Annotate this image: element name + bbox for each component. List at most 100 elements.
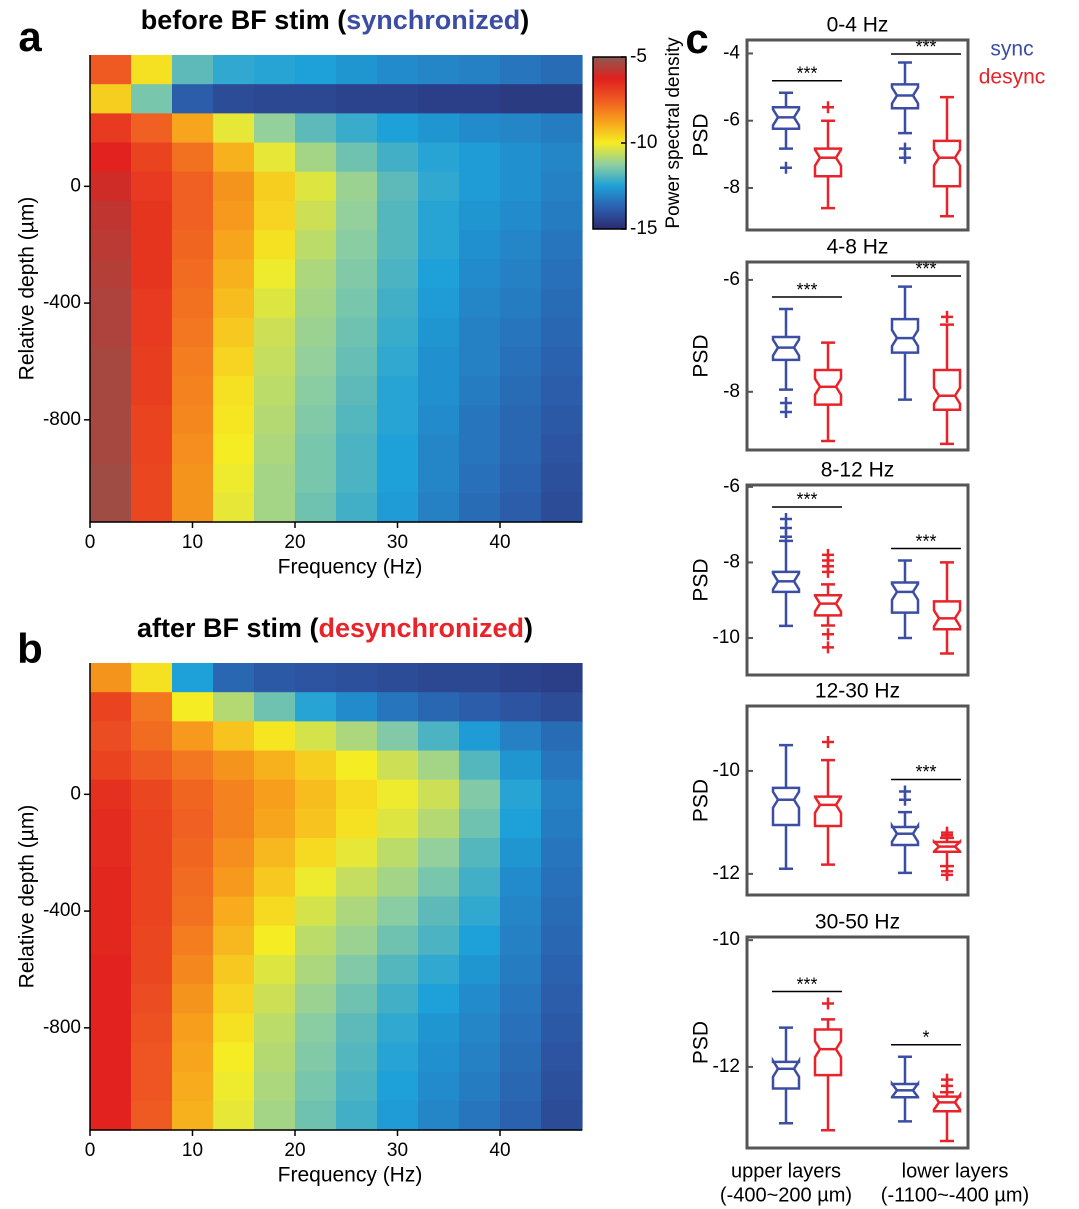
heatmap-cell xyxy=(254,259,296,290)
heatmap-cell xyxy=(295,1100,337,1131)
heatmap-cell xyxy=(377,984,419,1014)
heatmap-cell xyxy=(254,1042,296,1073)
title-part: desynchronized xyxy=(318,613,524,643)
heatmap-cell xyxy=(131,721,173,752)
heatmap-cell xyxy=(254,984,296,1014)
heatmap-cell xyxy=(541,663,583,693)
heatmap-cell xyxy=(459,1013,501,1044)
x-tick-label: 20 xyxy=(284,532,305,553)
heatmap-cell xyxy=(295,463,337,494)
whisker-lower xyxy=(898,108,912,135)
heatmap-cell xyxy=(459,230,501,260)
heatmap-cell xyxy=(500,463,542,494)
heatmap-cell xyxy=(500,984,542,1014)
heatmap-cell xyxy=(295,230,337,260)
heatmap-cell xyxy=(541,692,583,722)
heatmap-cell xyxy=(254,492,296,523)
heatmap-cell xyxy=(295,200,337,231)
heatmap-cell xyxy=(90,984,132,1014)
heatmap-cell xyxy=(131,259,173,290)
heatmap-cell xyxy=(459,808,501,839)
y-axis-label: PSD xyxy=(690,558,713,601)
heatmap-cell xyxy=(213,171,255,202)
heatmap-cell xyxy=(131,317,173,348)
heatmap-cell xyxy=(172,434,214,465)
heatmap-cell xyxy=(500,1013,542,1044)
x-category-label: upper layers xyxy=(731,1160,841,1182)
heatmap-cell xyxy=(459,750,501,781)
chart-title: 12-30 Hz xyxy=(815,680,900,703)
heatmap-cell xyxy=(336,142,378,173)
heatmap-cell xyxy=(295,721,337,752)
heatmap-cell xyxy=(254,750,296,781)
heatmap-cell xyxy=(213,84,255,114)
y-tick-label: -6 xyxy=(723,476,740,497)
whisker-lower xyxy=(779,359,793,391)
heatmap-cell xyxy=(418,1071,460,1102)
y-tick-label: 0 xyxy=(70,783,81,804)
heatmap-cell xyxy=(172,259,214,290)
heatmap-cell xyxy=(172,200,214,231)
heatmap-cell xyxy=(418,84,460,114)
outlier xyxy=(899,151,911,164)
heatmap-cell xyxy=(254,808,296,839)
heatmap-cell xyxy=(500,142,542,173)
heatmap-cell xyxy=(459,55,501,85)
heatmap-cell xyxy=(254,171,296,202)
heatmap-cell xyxy=(295,925,337,956)
heatmap-cell xyxy=(90,663,132,693)
heatmap-cell xyxy=(336,1042,378,1073)
outlier xyxy=(822,997,834,1010)
heatmap-cell xyxy=(295,492,337,523)
box xyxy=(771,786,801,827)
whisker-upper xyxy=(940,95,954,141)
heatmap-cell xyxy=(90,84,132,114)
significance-label: *** xyxy=(796,490,817,510)
heatmap-cell xyxy=(131,346,173,377)
heatmap-cell xyxy=(172,230,214,260)
heatmap-cell xyxy=(500,838,542,868)
heatmap-cell xyxy=(336,896,378,927)
plot-frame xyxy=(745,483,970,677)
whisker-upper xyxy=(779,91,793,108)
heatmap-cell xyxy=(418,492,460,523)
heatmap-cell xyxy=(377,896,419,927)
heatmap-cell xyxy=(131,1042,173,1073)
heatmap-cell xyxy=(418,779,460,810)
heatmap-cell xyxy=(295,113,337,144)
heatmap-cell xyxy=(541,200,583,231)
heatmap-cell xyxy=(131,925,173,956)
heatmap-cell xyxy=(172,750,214,781)
heatmap-cell xyxy=(90,867,132,898)
outlier xyxy=(941,829,953,842)
heatmap-cell xyxy=(254,84,296,114)
heatmap-cell xyxy=(459,317,501,348)
x-category-label: (-400~200 µm) xyxy=(720,1184,852,1206)
y-tick-label: -800 xyxy=(43,1017,81,1038)
heatmap-cell xyxy=(336,808,378,839)
heatmap-cell xyxy=(90,230,132,260)
heatmap-cell xyxy=(295,84,337,114)
title-part: after BF stim ( xyxy=(137,613,319,643)
heatmap-cell xyxy=(418,463,460,494)
heatmap-cell xyxy=(541,867,583,898)
x-tick-label: 10 xyxy=(182,532,203,553)
heatmap-cell xyxy=(90,317,132,348)
whisker-lower xyxy=(940,851,954,868)
heatmap-cell xyxy=(90,692,132,722)
colorbar-tick-label: -15 xyxy=(630,218,657,239)
whisker-lower xyxy=(940,186,954,218)
heatmap-cell xyxy=(541,1042,583,1073)
heatmap-cell xyxy=(254,142,296,173)
heatmap-cell xyxy=(213,808,255,839)
heatmap-cell xyxy=(213,896,255,927)
whisker-lower xyxy=(821,1075,835,1132)
whisker-lower xyxy=(821,404,835,443)
heatmap-cell xyxy=(213,984,255,1014)
heatmap-cell xyxy=(459,692,501,722)
y-axis-label: PSD xyxy=(690,113,713,156)
heatmap-cell xyxy=(418,750,460,781)
heatmap-cell xyxy=(213,1042,255,1073)
heatmap-cell xyxy=(541,55,583,85)
heatmap-cell xyxy=(336,925,378,956)
